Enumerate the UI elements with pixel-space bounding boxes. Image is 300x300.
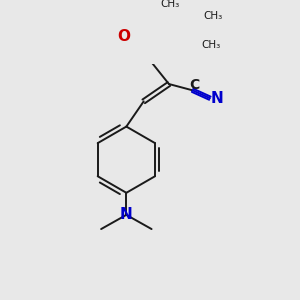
Text: CH₃: CH₃ [203, 11, 223, 21]
Text: N: N [120, 207, 133, 222]
Text: O: O [118, 29, 130, 44]
Text: C: C [189, 78, 199, 92]
Text: CH₃: CH₃ [202, 40, 221, 50]
Text: CH₃: CH₃ [161, 0, 180, 9]
Text: N: N [211, 92, 224, 106]
